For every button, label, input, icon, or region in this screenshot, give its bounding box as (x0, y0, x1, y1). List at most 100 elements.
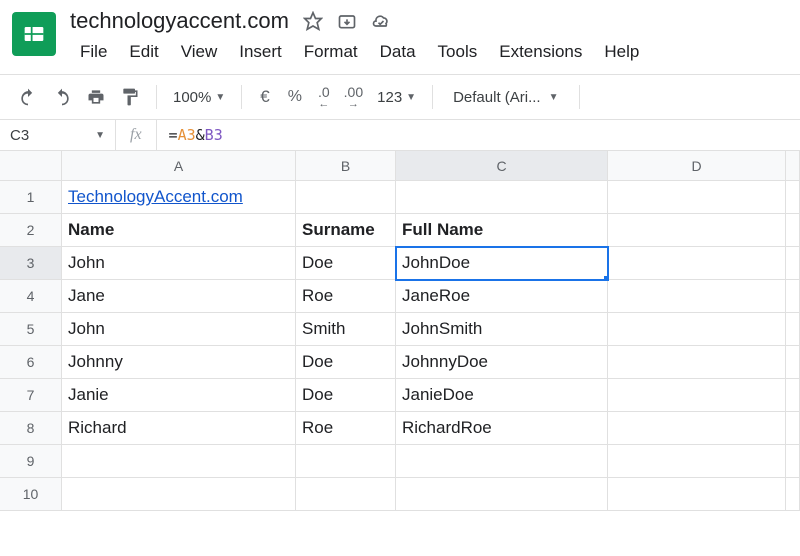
star-icon[interactable] (303, 11, 323, 31)
cell-E10[interactable] (786, 478, 800, 511)
percent-button[interactable]: % (282, 83, 308, 111)
redo-button[interactable] (48, 83, 76, 111)
currency-button[interactable]: € (254, 83, 275, 111)
cell-E6[interactable] (786, 346, 800, 379)
column-header-b[interactable]: B (296, 151, 396, 181)
cell-E7[interactable] (786, 379, 800, 412)
cell-C3[interactable]: JohnDoe (396, 247, 608, 280)
menu-tools[interactable]: Tools (428, 38, 488, 66)
cell-C1[interactable] (396, 181, 608, 214)
menu-help[interactable]: Help (594, 38, 649, 66)
row-header-5[interactable]: 5 (0, 313, 62, 346)
cell-C7[interactable]: JanieDoe (396, 379, 608, 412)
cell-A2[interactable]: Name (62, 214, 296, 247)
cell-C9[interactable] (396, 445, 608, 478)
cell-B6[interactable]: Doe (296, 346, 396, 379)
number-format-selector[interactable]: 123▼ (373, 89, 420, 106)
paint-format-button[interactable] (116, 83, 144, 111)
cell-A8[interactable]: Richard (62, 412, 296, 445)
cell-B8[interactable]: Roe (296, 412, 396, 445)
menu-insert[interactable]: Insert (229, 38, 292, 66)
cell-D10[interactable] (608, 478, 786, 511)
formula-bar[interactable]: =A3&B3 (157, 126, 800, 144)
zoom-selector[interactable]: 100%▼ (169, 89, 229, 106)
cell-D4[interactable] (608, 280, 786, 313)
cell-E5[interactable] (786, 313, 800, 346)
fx-label: fx (116, 120, 157, 150)
cell-C5[interactable]: JohnSmith (396, 313, 608, 346)
cell-A6[interactable]: Johnny (62, 346, 296, 379)
cell-B10[interactable] (296, 478, 396, 511)
row-header-4[interactable]: 4 (0, 280, 62, 313)
cell-A5[interactable]: John (62, 313, 296, 346)
cell-C6[interactable]: JohnnyDoe (396, 346, 608, 379)
cell-D8[interactable] (608, 412, 786, 445)
cell-D9[interactable] (608, 445, 786, 478)
cell-D1[interactable] (608, 181, 786, 214)
menu-file[interactable]: File (70, 38, 117, 66)
menu-view[interactable]: View (171, 38, 228, 66)
cell-B9[interactable] (296, 445, 396, 478)
cell-D3[interactable] (608, 247, 786, 280)
move-icon[interactable] (337, 11, 357, 31)
cell-A9[interactable] (62, 445, 296, 478)
row-header-2[interactable]: 2 (0, 214, 62, 247)
cell-link[interactable]: TechnologyAccent.com (68, 187, 243, 207)
chevron-down-icon: ▼ (549, 92, 559, 103)
document-title[interactable]: technologyaccent.com (70, 8, 289, 34)
cell-A3[interactable]: John (62, 247, 296, 280)
print-button[interactable] (82, 83, 110, 111)
row-header-9[interactable]: 9 (0, 445, 62, 478)
column-header-a[interactable]: A (62, 151, 296, 181)
row-header-10[interactable]: 10 (0, 478, 62, 511)
column-header-c[interactable]: C (396, 151, 608, 181)
cell-B2[interactable]: Surname (296, 214, 396, 247)
cell-B1[interactable] (296, 181, 396, 214)
cell-C8[interactable]: RichardRoe (396, 412, 608, 445)
menu-edit[interactable]: Edit (119, 38, 168, 66)
name-box[interactable]: C3 ▼ (0, 120, 116, 150)
column-header-d[interactable]: D (608, 151, 786, 181)
cell-B3[interactable]: Doe (296, 247, 396, 280)
cell-C2[interactable]: Full Name (396, 214, 608, 247)
cell-B4[interactable]: Roe (296, 280, 396, 313)
cell-A7[interactable]: Janie (62, 379, 296, 412)
undo-button[interactable] (14, 83, 42, 111)
menu-data[interactable]: Data (370, 38, 426, 66)
selection-handle[interactable] (603, 275, 608, 280)
row-header-7[interactable]: 7 (0, 379, 62, 412)
cell-C4[interactable]: JaneRoe (396, 280, 608, 313)
font-selector[interactable]: Default (Ari...▼ (445, 89, 566, 106)
cloud-status-icon[interactable] (371, 11, 391, 31)
cell-B5[interactable]: Smith (296, 313, 396, 346)
row-header-8[interactable]: 8 (0, 412, 62, 445)
cell-E3[interactable] (786, 247, 800, 280)
cell-D7[interactable] (608, 379, 786, 412)
row-header-6[interactable]: 6 (0, 346, 62, 379)
cell-E4[interactable] (786, 280, 800, 313)
cell-D6[interactable] (608, 346, 786, 379)
sheets-icon (20, 20, 48, 48)
cell-B7[interactable]: Doe (296, 379, 396, 412)
cell-A1[interactable]: TechnologyAccent.com (62, 181, 296, 214)
toolbar-sep-3 (432, 85, 433, 109)
cell-D5[interactable] (608, 313, 786, 346)
menu-extensions[interactable]: Extensions (489, 38, 592, 66)
row-header-3[interactable]: 3 (0, 247, 62, 280)
cell-A4[interactable]: Jane (62, 280, 296, 313)
cell-E1[interactable] (786, 181, 800, 214)
chevron-down-icon: ▼ (215, 92, 225, 103)
cell-E8[interactable] (786, 412, 800, 445)
row-header-1[interactable]: 1 (0, 181, 62, 214)
select-all-corner[interactable] (0, 151, 62, 181)
column-header-e[interactable] (786, 151, 800, 181)
cell-D2[interactable] (608, 214, 786, 247)
menu-format[interactable]: Format (294, 38, 368, 66)
cell-A10[interactable] (62, 478, 296, 511)
sheets-logo[interactable] (12, 12, 56, 56)
cell-E2[interactable] (786, 214, 800, 247)
cell-E9[interactable] (786, 445, 800, 478)
increase-decimal-button[interactable]: .00→ (340, 83, 367, 111)
decrease-decimal-button[interactable]: .0← (314, 83, 334, 111)
cell-C10[interactable] (396, 478, 608, 511)
